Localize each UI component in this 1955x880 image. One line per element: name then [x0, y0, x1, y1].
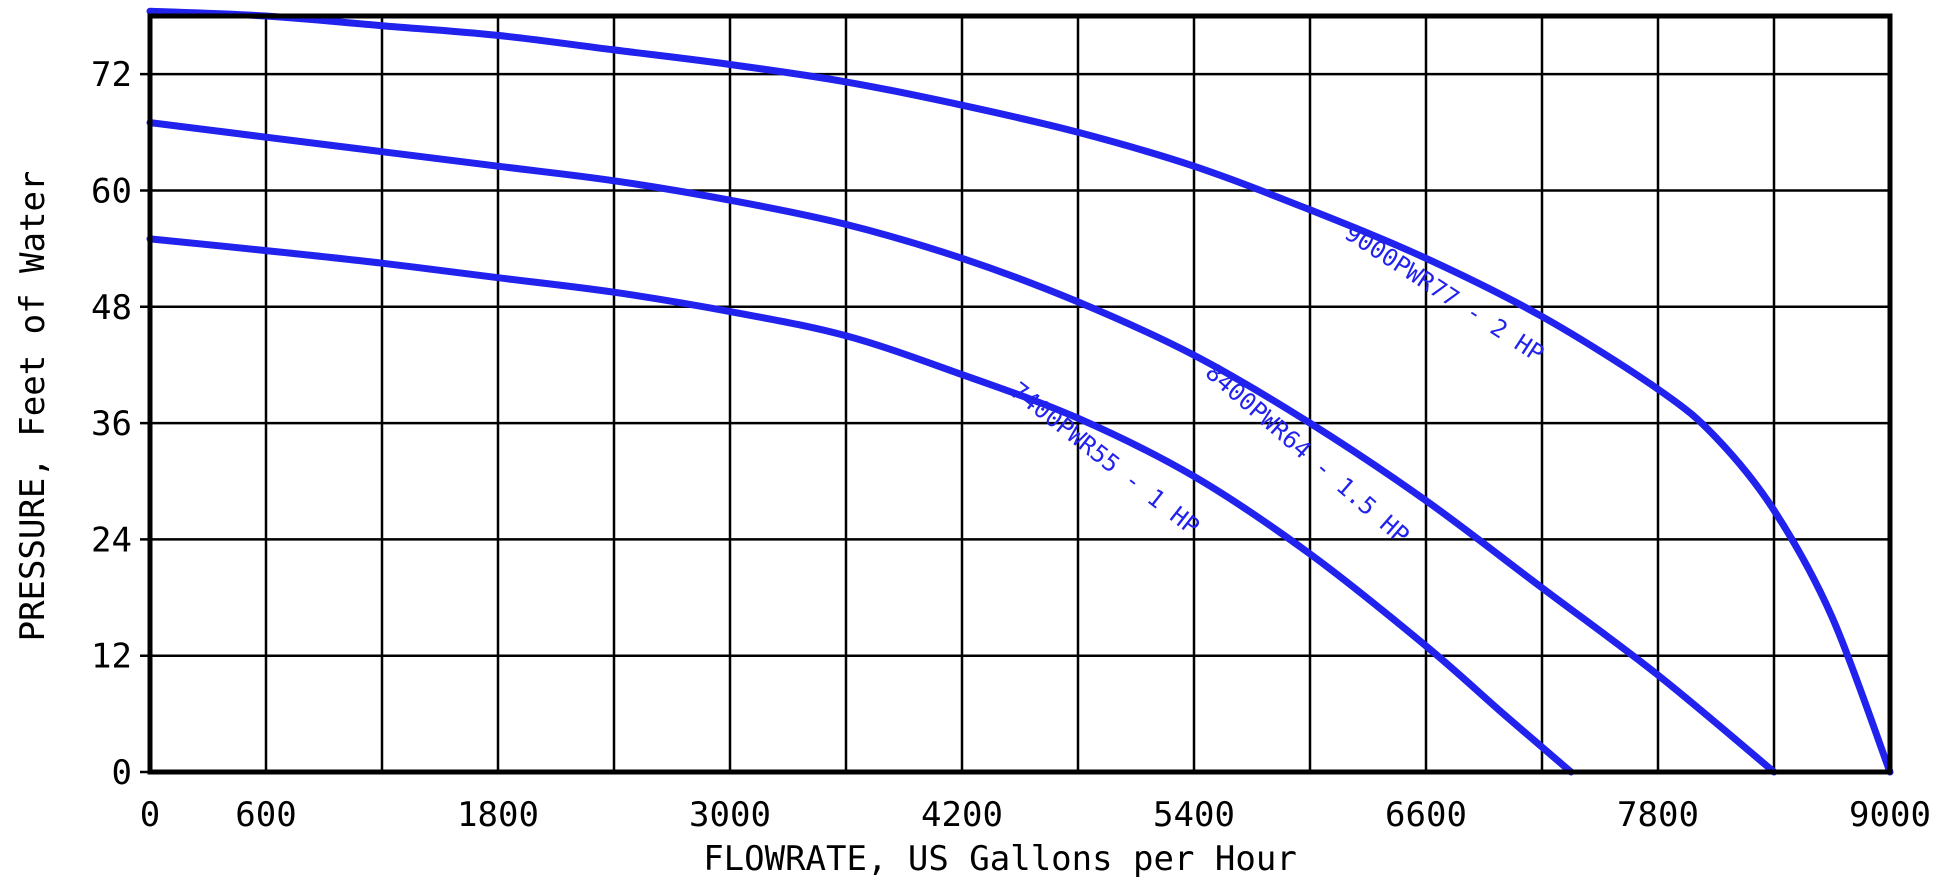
curve-9000pwr77: [146, 7, 1894, 776]
y-axis-title: PRESSURE, Feet of Water: [13, 171, 53, 642]
y-tick-label: 24: [91, 520, 132, 560]
y-tick-label: 12: [91, 637, 132, 677]
x-tick-label: 0: [140, 795, 160, 835]
curve-label: 7400PWR55 - 1 HP: [1005, 376, 1204, 540]
x-tick-label: 5400: [1153, 795, 1235, 835]
x-tick-label: 6600: [1385, 795, 1467, 835]
curve-label: 8400PWR64 - 1.5 HP: [1200, 358, 1415, 550]
x-tick-label: 3000: [689, 795, 771, 835]
y-tick-label: 60: [91, 171, 132, 211]
y-tick-label: 48: [91, 288, 132, 328]
plot-frame: [147, 13, 1893, 775]
x-tick-label: 1800: [457, 795, 539, 835]
curve-7400pwr55: [146, 235, 1575, 776]
curve-label: 9000PWR77 - 2 HP: [1340, 219, 1549, 368]
x-tick-label: 9000: [1849, 795, 1931, 835]
x-tick-label: 600: [235, 795, 296, 835]
tick-labels: 0 600 1800 3000 4200 5400 6600 7800 9000 0 12 24 36 4…: [91, 55, 1931, 835]
y-tick-label: 72: [91, 55, 132, 95]
x-tick-label: 7800: [1617, 795, 1699, 835]
y-tick-label: 36: [91, 404, 132, 444]
y-tick-label: 0: [112, 753, 132, 793]
x-tick-label: 4200: [921, 795, 1003, 835]
curve-8400pwr64: [146, 119, 1778, 776]
performance-curves: [146, 7, 1894, 776]
x-axis-title: FLOWRATE, US Gallons per Hour: [703, 839, 1297, 879]
